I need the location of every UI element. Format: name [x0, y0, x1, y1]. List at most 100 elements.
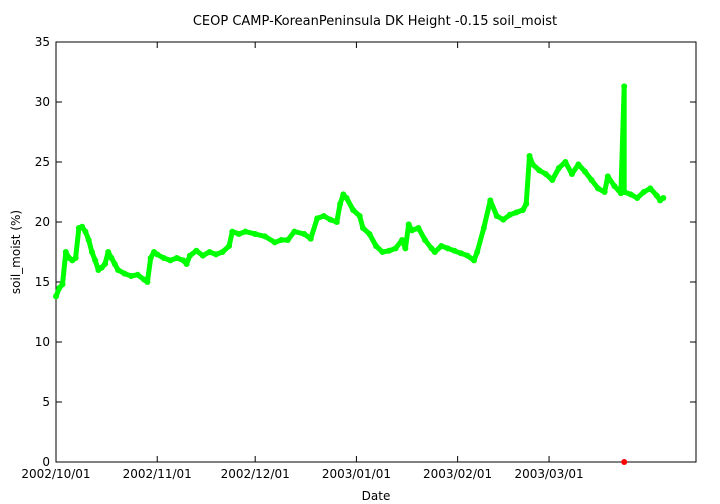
data-point: [487, 197, 494, 204]
data-point: [621, 459, 628, 465]
x-axis: 2002/10/01 2002/11/01 2002/12/01 2003/01/01…: [21, 42, 584, 481]
data-point: [513, 209, 520, 216]
data-point: [229, 228, 236, 235]
data-point: [108, 255, 115, 261]
data-point: [72, 255, 79, 261]
data-point: [102, 261, 108, 267]
data-point: [173, 255, 180, 261]
chart-title: CEOP CAMP-KoreanPeninsula DK Height -0.1…: [193, 14, 557, 29]
data-point: [582, 168, 588, 175]
data-point: [408, 227, 415, 234]
data-point: [134, 271, 141, 278]
y-tick-label: 5: [42, 395, 50, 409]
data-point: [183, 261, 190, 267]
data-point: [337, 201, 344, 207]
data-point: [226, 243, 233, 249]
data-point: [88, 249, 95, 255]
data-point: [542, 171, 549, 177]
data-point: [121, 270, 128, 277]
data-point: [634, 195, 641, 201]
data-point: [379, 249, 386, 255]
data-point: [588, 177, 595, 183]
data-point: [604, 173, 611, 180]
data-point: [115, 267, 121, 273]
y-tick-label: 10: [35, 335, 50, 349]
y-tick-label: 15: [35, 275, 50, 289]
data-point: [242, 228, 249, 235]
x-tick-label: 2003/02/01: [423, 467, 492, 481]
data-point: [444, 245, 451, 252]
y-tick-label: 25: [35, 155, 50, 169]
data-point: [457, 250, 464, 257]
data-point: [154, 251, 161, 258]
data-point: [147, 255, 154, 261]
data-point: [193, 247, 200, 254]
data-point: [438, 243, 445, 249]
data-point: [386, 247, 393, 254]
data-point: [350, 207, 357, 213]
data-point: [529, 161, 536, 168]
data-point: [271, 239, 278, 246]
data-point: [284, 237, 291, 243]
plot-frame: [55, 41, 697, 463]
data-point: [399, 237, 406, 243]
data-point: [519, 207, 526, 213]
data-point: [480, 225, 487, 231]
data-point: [402, 245, 409, 252]
data-point: [500, 216, 507, 223]
data-point: [62, 249, 69, 255]
data-point: [627, 191, 634, 198]
data-point: [647, 185, 654, 192]
data-point: [621, 189, 628, 195]
data-point: [186, 252, 193, 259]
x-tick-label: 2003/01/01: [322, 467, 391, 481]
data-point: [523, 201, 530, 207]
data-point: [405, 221, 412, 228]
data-point: [82, 228, 89, 235]
data-point: [144, 279, 151, 285]
data-point: [422, 237, 428, 243]
data-point: [53, 293, 59, 300]
data-point: [105, 249, 112, 255]
data-point: [431, 249, 438, 255]
data-point: [314, 215, 321, 222]
data-point: [92, 257, 99, 264]
x-tick-label: 2002/12/01: [221, 467, 290, 481]
x-tick-label: 2002/10/01: [21, 467, 90, 481]
series-line-0: [53, 83, 666, 299]
data-point: [415, 225, 422, 231]
data-point: [568, 171, 575, 177]
data-point: [621, 83, 628, 90]
series-layer: [53, 83, 667, 465]
data-point: [301, 231, 308, 237]
y-axis: 0 5 10 15 20 25 30 35: [35, 35, 696, 469]
data-point: [611, 183, 618, 189]
data-point: [549, 177, 556, 183]
data-point: [219, 249, 226, 255]
data-point: [160, 255, 167, 261]
data-point: [640, 189, 647, 195]
y-axis-label: soil_moist (%): [9, 210, 23, 294]
x-tick-label: 2003/03/01: [514, 467, 583, 481]
data-point: [373, 243, 379, 249]
data-point: [307, 235, 314, 242]
data-point: [252, 231, 259, 237]
data-point: [59, 281, 66, 288]
data-point: [493, 213, 500, 219]
data-point: [464, 252, 471, 259]
data-point: [262, 233, 268, 240]
data-point: [333, 219, 340, 225]
data-point: [199, 252, 206, 259]
y-tick-label: 35: [35, 35, 50, 49]
data-point: [278, 237, 285, 243]
data-point: [601, 189, 608, 195]
data-point: [366, 231, 373, 237]
data-point: [595, 185, 601, 192]
data-point: [235, 231, 242, 237]
data-point: [359, 225, 366, 231]
data-point: [213, 251, 219, 258]
data-point: [327, 216, 334, 223]
data-point: [506, 211, 513, 218]
data-point: [555, 165, 562, 171]
